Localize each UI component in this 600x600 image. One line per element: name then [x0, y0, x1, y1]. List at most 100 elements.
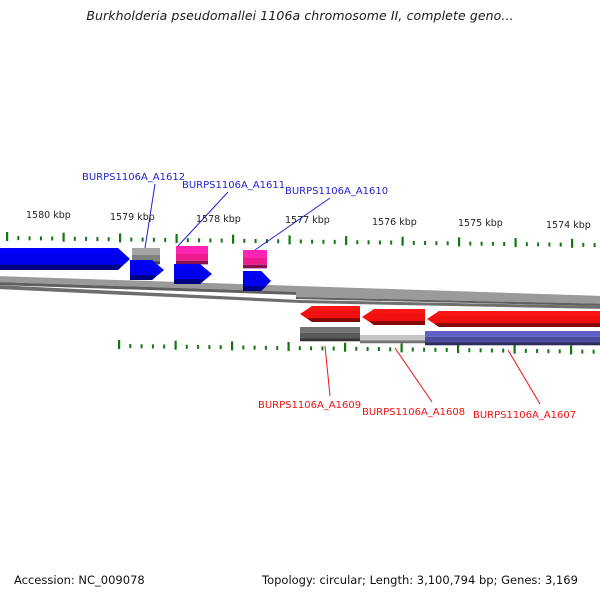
axis-tick-lower — [434, 347, 437, 352]
cds-arrow-blue-long-highlight — [0, 248, 124, 255]
axis-tick-upper — [491, 241, 494, 246]
cds-arrow-blue-long[interactable] — [0, 248, 130, 270]
axis-tick-lower — [151, 344, 154, 349]
axis-tick-lower — [253, 345, 256, 350]
axis-tick-lower — [570, 345, 573, 355]
axis-tick-upper — [299, 239, 302, 244]
axis-tick-upper — [503, 242, 506, 246]
ruler-tick-label: 1580 kbp — [26, 210, 71, 222]
gene-segment-light-gray-shadow — [360, 340, 425, 344]
cds-arrow-blue-long-shadow — [0, 264, 123, 270]
gene-segment-dark-gray-highlight — [300, 327, 360, 333]
axis-tick-upper — [537, 242, 540, 247]
top-gene-label[interactable]: BURPS1106A_A1611 — [182, 180, 286, 191]
axis-tick-upper — [164, 237, 167, 242]
accession-text: Accession: NC_009078 — [14, 573, 145, 587]
cds-arrow-red-1608-highlight — [368, 309, 425, 314]
top-gene-leader-line — [177, 191, 229, 247]
cds-arrow-red-1609[interactable] — [300, 306, 360, 322]
axis-tick-lower — [377, 347, 380, 352]
axis-tick-upper — [152, 237, 155, 242]
gene-segment-purple-highlight — [425, 331, 600, 337]
gene-segment-dark-gray-face — [300, 332, 360, 339]
axis-tick-upper — [559, 242, 562, 247]
axis-tick-upper — [209, 238, 212, 243]
axis-tick-lower — [355, 346, 358, 351]
axis-tick-lower — [389, 347, 392, 352]
top-gene-leader-line — [254, 197, 331, 251]
axis-tick-upper — [175, 234, 178, 243]
cds-arrow-blue-1612-shadow — [130, 275, 158, 280]
axis-tick-upper — [401, 236, 404, 246]
bottom-gene-label[interactable]: BURPS1106A_A1607 — [473, 410, 577, 421]
ruler-tick-label: 1576 kbp — [372, 216, 417, 228]
gene-segment-dark-gray-shadow — [300, 338, 360, 342]
ruler-tick-label: 1578 kbp — [196, 213, 241, 225]
bottom-gene-label[interactable]: BURPS1106A_A1609 — [258, 400, 362, 411]
top-gene-label[interactable]: BURPS1106A_A1612 — [82, 172, 186, 183]
axis-tick-upper — [356, 240, 359, 245]
axis-tick-lower — [129, 344, 132, 349]
axis-tick-upper — [582, 242, 585, 247]
axis-tick-lower — [276, 345, 279, 350]
backbone-ribbon-lower-shadow — [296, 297, 600, 306]
gene-box-gray-1612-face — [132, 254, 160, 262]
axis-tick-lower — [490, 348, 493, 353]
axis-tick-upper — [390, 240, 393, 245]
cds-arrow-blue-1610-shadow — [243, 286, 267, 291]
axis-tick-lower — [479, 348, 482, 353]
axis-tick-upper — [39, 236, 42, 241]
axis-tick-lower — [231, 341, 234, 351]
cds-arrow-blue-1611[interactable] — [174, 264, 212, 284]
axis-tick-upper — [424, 241, 427, 245]
axis-tick-upper — [412, 240, 415, 245]
axis-tick-upper — [435, 241, 438, 246]
gene-box-gray-1612-highlight — [132, 248, 160, 255]
bottom-gene-label[interactable]: BURPS1106A_A1608 — [362, 407, 466, 418]
cds-arrow-blue-1611-highlight — [174, 264, 206, 270]
gene-box-magenta-1611-face — [176, 253, 208, 261]
axis-tick-upper — [525, 242, 528, 247]
axis-tick-upper — [62, 232, 65, 242]
axis-tick-lower — [140, 344, 143, 349]
axis-tick-lower — [242, 345, 245, 350]
gene-segment-light-gray[interactable] — [360, 329, 425, 344]
axis-tick-lower — [445, 347, 448, 352]
axis-tick-lower — [310, 346, 313, 351]
axis-tick-upper — [480, 241, 483, 246]
genome-stats-text: Topology: circular; Length: 3,100,794 bp… — [262, 573, 578, 587]
axis-tick-lower — [536, 349, 539, 353]
axis-tick-lower — [163, 344, 166, 349]
axis-tick-upper — [288, 235, 291, 245]
axis-tick-lower — [174, 340, 177, 350]
axis-tick-lower — [457, 344, 460, 354]
axis-tick-lower — [513, 344, 516, 354]
cds-arrow-red-1607[interactable] — [427, 311, 600, 327]
cds-arrow-blue-1610-highlight — [243, 271, 268, 277]
cds-arrow-blue-1611-shadow — [174, 279, 205, 284]
ruler-tick-label: 1574 kbp — [546, 219, 591, 231]
gene-box-magenta-1611[interactable] — [176, 246, 208, 265]
axis-tick-lower — [502, 348, 505, 353]
axis-tick-upper — [198, 238, 201, 243]
gene-segment-dark-gray[interactable] — [300, 327, 360, 342]
axis-tick-upper — [514, 238, 517, 248]
axis-tick-upper — [593, 243, 596, 248]
axis-tick-lower — [411, 347, 414, 352]
cds-arrow-red-1608[interactable] — [362, 309, 425, 325]
axis-tick-lower — [524, 348, 527, 353]
top-gene-label[interactable]: BURPS1106A_A1610 — [285, 186, 389, 197]
gene-box-magenta-1610[interactable] — [243, 250, 267, 269]
cds-arrow-red-1607-shadow — [434, 323, 600, 327]
axis-tick-upper — [571, 238, 574, 248]
backbone-ribbon-upper — [0, 276, 600, 302]
cds-arrow-blue-1612[interactable] — [130, 260, 164, 280]
gene-segment-purple[interactable] — [425, 331, 600, 346]
axis-tick-upper — [345, 236, 348, 246]
axis-tick-lower — [344, 342, 347, 352]
axis-tick-upper — [107, 237, 110, 242]
cds-arrow-blue-1610[interactable] — [243, 271, 271, 291]
axis-tick-upper — [6, 232, 9, 241]
